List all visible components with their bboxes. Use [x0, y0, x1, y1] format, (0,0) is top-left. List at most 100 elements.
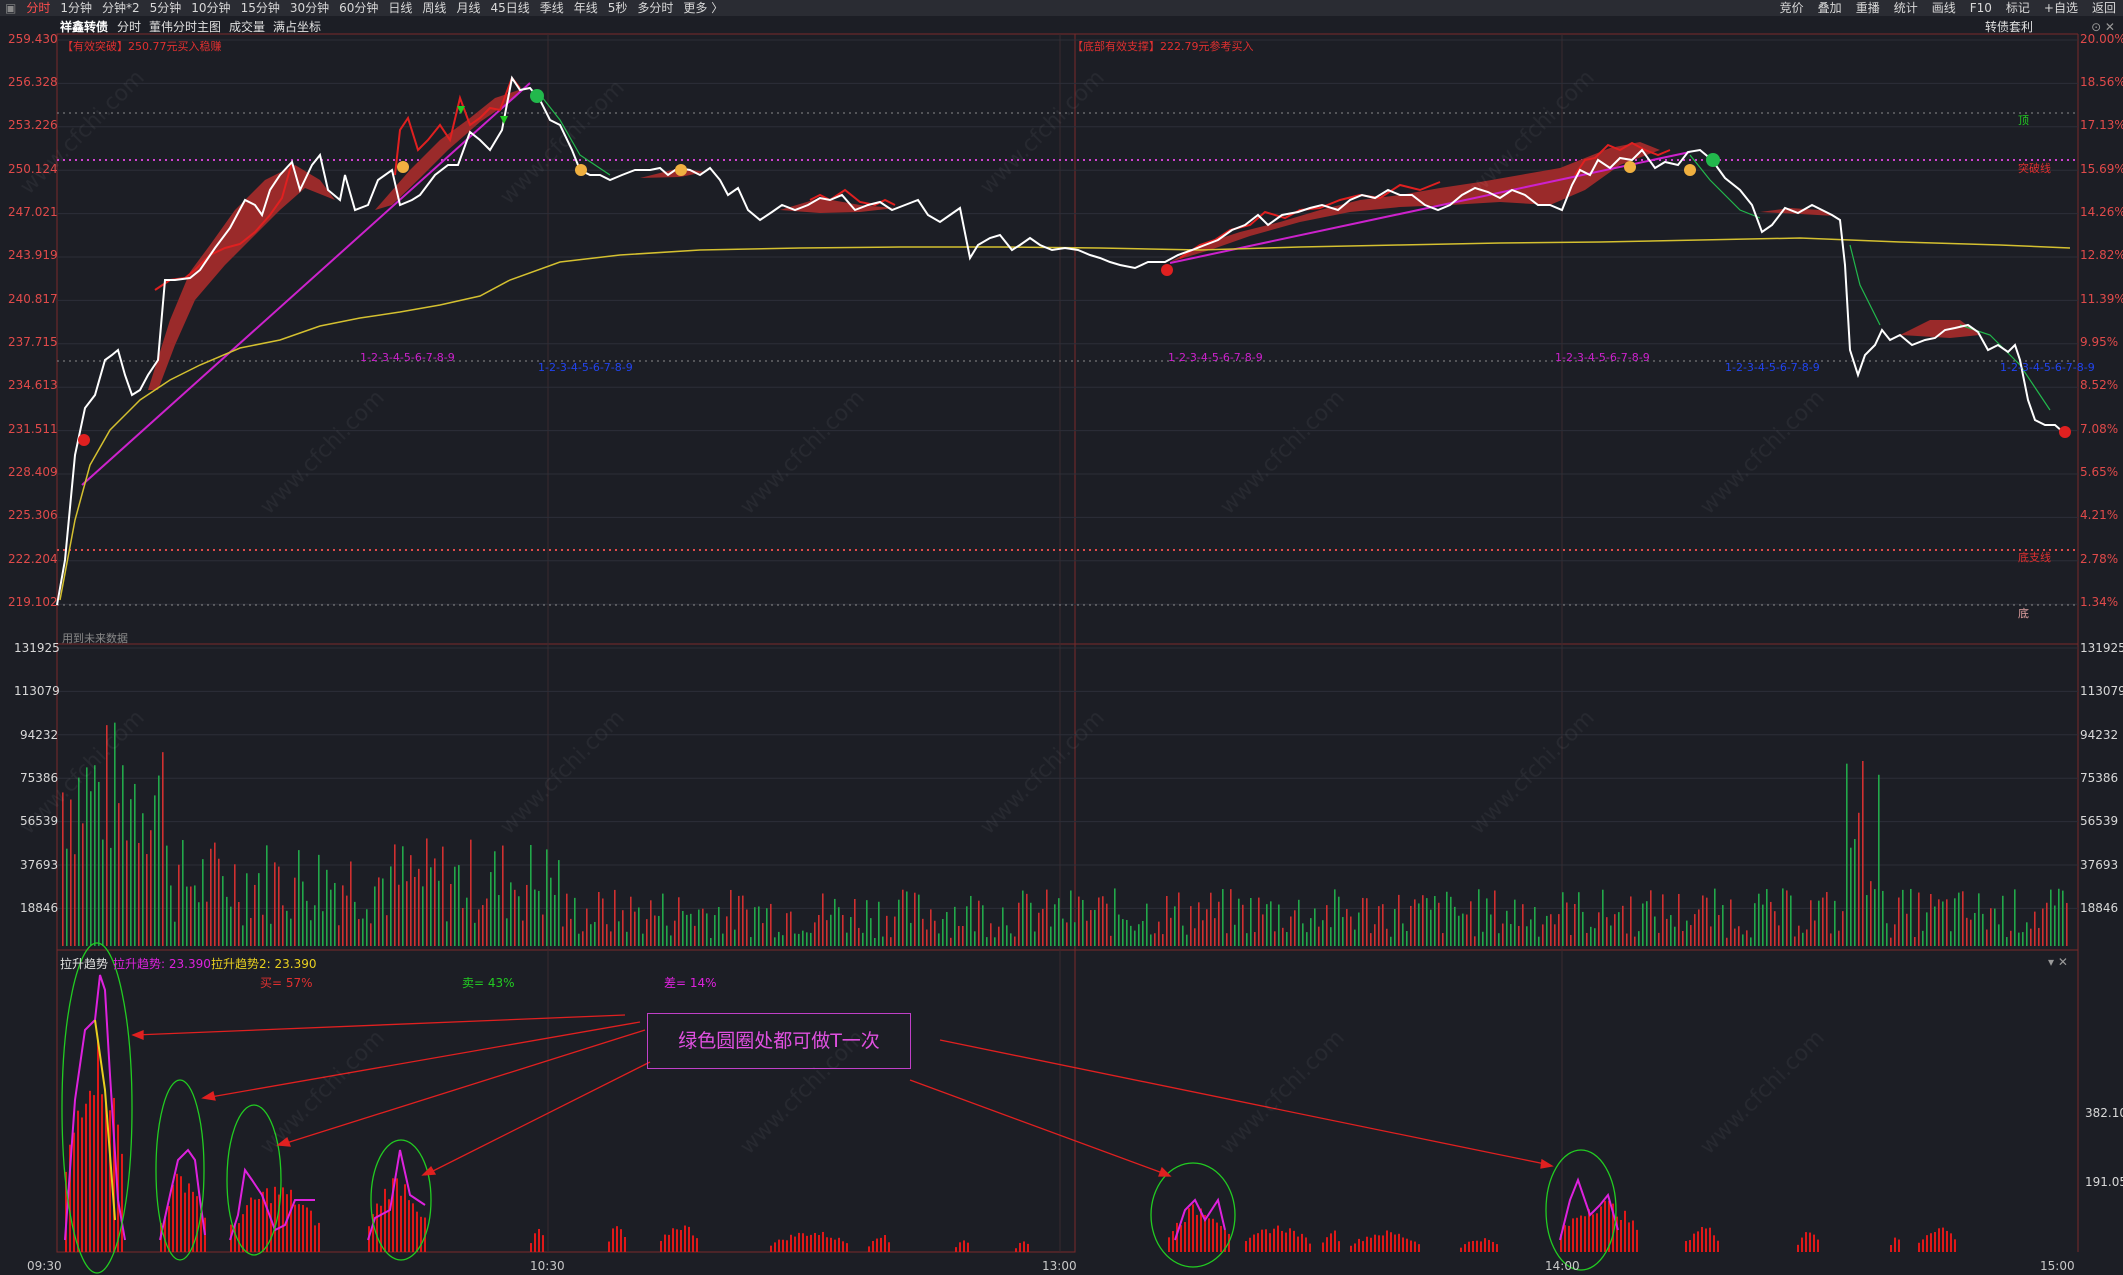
volume-bar	[642, 933, 644, 946]
volume-bar	[1622, 905, 1624, 946]
volume-bar	[1370, 933, 1372, 946]
tab-timeframe-0[interactable]: 分时	[26, 1, 51, 15]
tab-timeframe-12[interactable]: 季线	[539, 1, 564, 15]
btn-f10[interactable]: F10	[1969, 1, 1992, 15]
indicator-bar	[794, 1236, 796, 1252]
tab-timeframe-5[interactable]: 15分钟	[240, 1, 280, 15]
tab-timeframe-2[interactable]: 分钟*2	[102, 1, 140, 15]
volume-bar	[1430, 909, 1432, 946]
volume-bar	[714, 915, 716, 946]
indicator-icons[interactable]: ▾ ✕	[2048, 955, 2068, 969]
volume-bar	[602, 898, 604, 946]
menu-item-1[interactable]: 董伟分时主图	[149, 20, 222, 34]
indicator-bar	[380, 1205, 382, 1252]
volume-bar	[1854, 839, 1856, 946]
tab-timeframe-9[interactable]: 周线	[422, 1, 447, 15]
volume-bar	[414, 876, 416, 946]
tab-timeframe-1[interactable]: 1分钟	[60, 1, 92, 15]
menu-item-0[interactable]: 分时	[117, 20, 142, 34]
menu-square-icon[interactable]: ▣	[5, 1, 17, 15]
indicator-bar	[172, 1184, 174, 1252]
volume-bar	[502, 845, 504, 946]
btn-add-watchlist[interactable]: +自选	[2043, 1, 2078, 15]
volume-bar	[1106, 903, 1108, 946]
volume-bar	[1586, 932, 1588, 946]
timeframe-toolbar: ▣ 分时 1分钟 分钟*2 5分钟 10分钟 15分钟 30分钟 60分钟 日线 周线 月线 45日线季…	[0, 0, 2123, 16]
volume-bar	[1594, 928, 1596, 946]
volume-bar	[2062, 890, 2064, 946]
volume-bar	[1254, 932, 1256, 946]
indicator-bar	[1472, 1240, 1474, 1252]
indicator-bar	[959, 1242, 961, 1252]
tab-timeframe-13[interactable]: 年线	[573, 1, 598, 15]
indicator-bar	[688, 1226, 690, 1252]
tab-timeframe-10[interactable]: 月线	[456, 1, 481, 15]
indicator-bar	[692, 1235, 694, 1252]
tab-timeframe-8[interactable]: 日线	[388, 1, 413, 15]
indicator-bar	[1354, 1243, 1356, 1252]
btn-back[interactable]: 返回	[2091, 1, 2116, 15]
indicator-bar	[286, 1194, 288, 1252]
tab-timeframe-16[interactable]: 更多 〉	[683, 1, 724, 15]
volume-bar	[1122, 919, 1124, 946]
volume-bar	[882, 936, 884, 946]
volume-bar	[354, 901, 356, 946]
volume-bar	[810, 932, 812, 946]
volume-bar	[1754, 903, 1756, 946]
volume-bar	[1394, 909, 1396, 946]
volume-bar	[746, 909, 748, 946]
volume-bar	[1318, 926, 1320, 946]
indicator-bar	[184, 1192, 186, 1252]
indicator-bar	[1394, 1234, 1396, 1252]
indicator-bar	[1261, 1229, 1263, 1252]
indicator-bar	[822, 1231, 824, 1252]
volume-bar	[1418, 903, 1420, 946]
price-line	[56, 75, 2071, 606]
volume-bar	[1450, 896, 1452, 946]
volume-bar	[510, 882, 512, 946]
volume-bar	[1158, 921, 1160, 946]
indicator-bar	[1693, 1233, 1695, 1252]
menu-item-2[interactable]: 成交量	[229, 20, 266, 34]
indicator-bar	[396, 1178, 398, 1252]
volume-bar	[594, 921, 596, 946]
volume-bar	[1154, 933, 1156, 946]
volume-bar	[1142, 921, 1144, 946]
tab-timeframe-6[interactable]: 30分钟	[289, 1, 330, 15]
indicator-bar	[200, 1213, 202, 1252]
volume-bar	[1826, 892, 1828, 946]
btn-draw[interactable]: 画线	[1931, 1, 1956, 15]
volume-bar	[1410, 905, 1412, 946]
btn-auction[interactable]: 竞价	[1779, 1, 1804, 15]
indicator-bar	[1560, 1234, 1562, 1252]
volume-bar	[1086, 920, 1088, 946]
menu-item-3[interactable]: 满占坐标	[273, 20, 322, 34]
volume-bar	[1014, 936, 1016, 946]
volume-bar	[1290, 916, 1292, 946]
volume-bar	[710, 937, 712, 946]
tab-timeframe-7[interactable]: 60分钟	[339, 1, 379, 15]
tab-timeframe-4[interactable]: 10分钟	[191, 1, 231, 15]
btn-overlay[interactable]: 叠加	[1817, 1, 1842, 15]
percent-label: 9.95%	[2080, 335, 2119, 349]
btn-stats[interactable]: 统计	[1893, 1, 1918, 15]
convertible-arbitrage-button[interactable]: 转债套利	[1984, 20, 2033, 34]
indicator-bar	[1484, 1238, 1486, 1252]
tab-timeframe-11[interactable]: 45日线	[490, 1, 530, 15]
volume-bar	[1706, 897, 1708, 946]
tab-timeframe-15[interactable]: 多分时	[637, 1, 674, 15]
volume-label-left: 18846	[20, 901, 59, 915]
volume-bar	[850, 917, 852, 946]
volume-bar	[1526, 926, 1528, 946]
tab-timeframe-14[interactable]: 5秒	[607, 1, 628, 15]
volume-bar	[1226, 933, 1228, 946]
btn-replay[interactable]: 重播	[1855, 1, 1880, 15]
indicator-bar	[1322, 1242, 1324, 1252]
volume-bar	[1714, 888, 1716, 946]
volume-bar	[1782, 888, 1784, 946]
percent-label: 11.39%	[2080, 292, 2123, 306]
tab-timeframe-3[interactable]: 5分钟	[149, 1, 182, 15]
btn-mark[interactable]: 标记	[2005, 1, 2030, 15]
window-controls-icon[interactable]: ⊙ ✕	[2091, 20, 2115, 34]
volume-bar	[1466, 914, 1468, 946]
